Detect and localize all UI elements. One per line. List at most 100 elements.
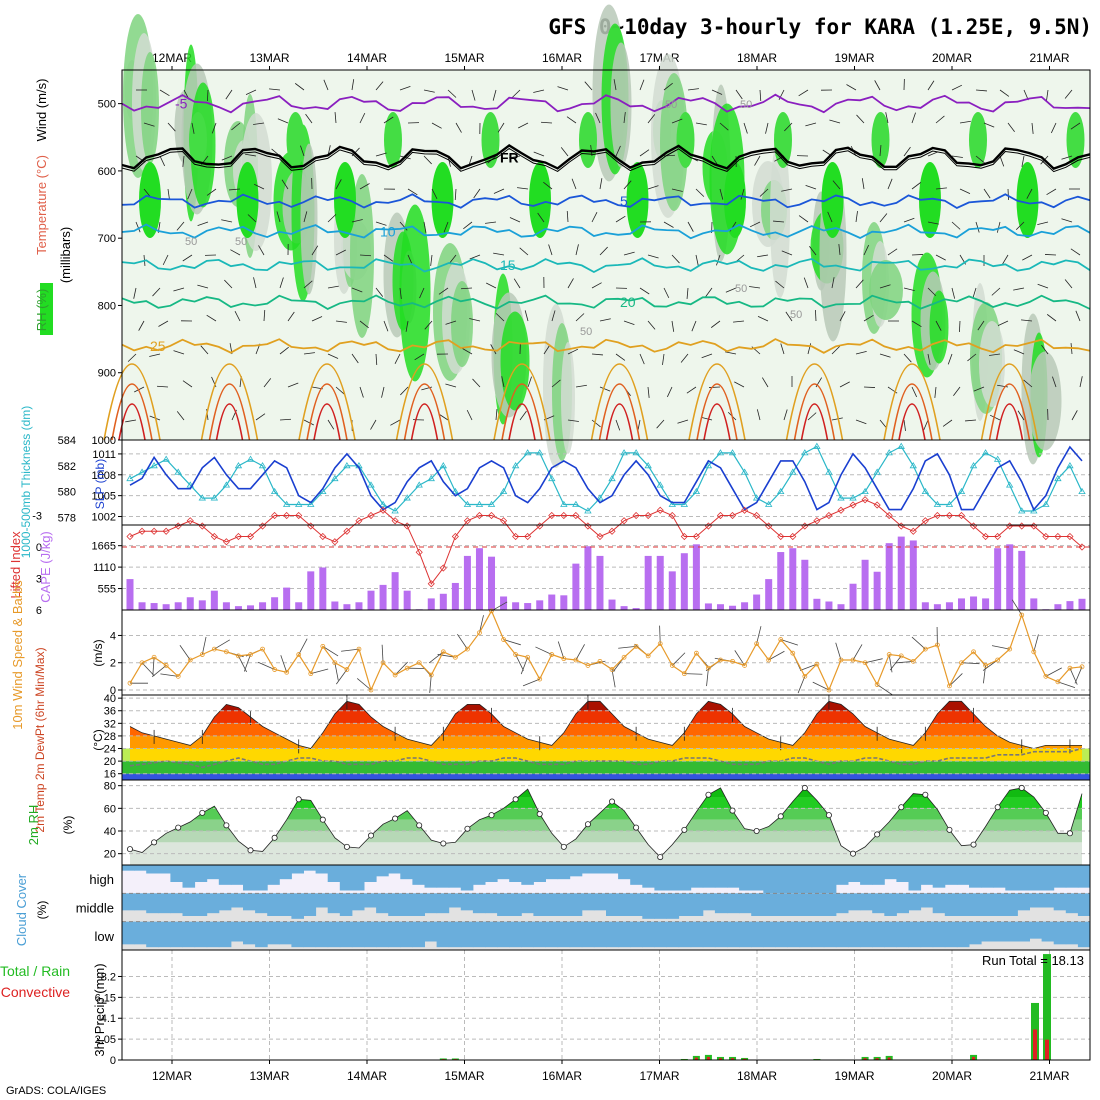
rh-moist-core (384, 112, 402, 168)
cloud-cell (472, 865, 486, 885)
wind-barb (733, 320, 745, 323)
date-label-bottom: 15MAR (444, 1069, 484, 1083)
wind-barb (1074, 666, 1083, 684)
wind-barb (359, 254, 372, 257)
wind-barb (861, 178, 865, 190)
li-point (126, 532, 134, 541)
slp-axis-label: SLP (mb) (93, 459, 107, 509)
cloud-cell (472, 921, 486, 948)
rh-moist-core (579, 112, 597, 168)
rh-point (729, 807, 736, 814)
temperature-contour-label: FR (500, 149, 519, 165)
wind-barb (167, 122, 176, 132)
wind-barb (953, 386, 961, 397)
thickness-point (307, 500, 315, 507)
wind-barb (911, 320, 922, 328)
cloud-cell (158, 893, 171, 914)
wind-barb (543, 344, 551, 355)
cloud-cell (932, 865, 946, 888)
temperature-contour (493, 363, 551, 441)
cape-bar (849, 583, 857, 610)
cape-bar (1066, 601, 1074, 610)
wind-barb (428, 651, 444, 664)
wind-speed-point (513, 652, 519, 657)
temperature-contour (121, 294, 1091, 311)
cloud-cell (134, 921, 147, 945)
cape-bar (475, 548, 483, 610)
wind-speed-point (826, 687, 832, 693)
rh-tick-label: 60 (104, 803, 116, 815)
cloud-cell (291, 865, 304, 874)
wind-barb (749, 221, 761, 228)
cloud-cell (593, 893, 607, 911)
wind-barb (438, 287, 449, 295)
wind-barb (351, 287, 363, 293)
wind-barb (234, 311, 241, 322)
cloud-cell (267, 893, 280, 916)
li-point (753, 511, 761, 520)
cloud-cell (267, 865, 280, 885)
precip-panel-frame (121, 949, 1091, 1061)
cloud-cell (243, 921, 256, 945)
wind-speed-point (489, 608, 494, 614)
wind-barb (684, 673, 703, 675)
wind-barb (839, 381, 850, 388)
wind-barb (1070, 248, 1081, 256)
rh-moist-core (871, 112, 890, 168)
date-label-top: 14MAR (347, 51, 387, 65)
cape-bar (837, 604, 845, 610)
wind-barb (903, 287, 915, 292)
wind-barb (375, 152, 387, 157)
cloud-layer-label: low (94, 929, 114, 944)
wind-barb (159, 155, 166, 167)
li-tick-label: 3 (36, 574, 42, 586)
wind-barb (540, 121, 553, 124)
wind-barb (949, 673, 963, 687)
wind-barb (207, 89, 209, 102)
cloud-cell (315, 921, 329, 948)
temperature-contour (121, 257, 1091, 274)
wind-barb (710, 320, 721, 328)
cloud-cell (920, 865, 934, 885)
cape-bar (186, 597, 194, 610)
wind-barb (575, 644, 585, 661)
wind-speed-point (211, 646, 217, 652)
wind-barb (303, 352, 315, 355)
cloud-cell (497, 865, 510, 880)
li-point (415, 548, 423, 556)
wind-barb (615, 353, 626, 361)
wind-barb (383, 320, 389, 332)
cape-bar (138, 602, 146, 610)
wind-barb (503, 639, 521, 646)
cloud-cell (775, 921, 788, 948)
cloud-cell (872, 893, 885, 914)
precip-convective-bar (887, 1057, 891, 1060)
wind-barb (375, 287, 384, 297)
wind-barb (375, 353, 378, 366)
wind-speed-point (308, 671, 314, 677)
wind-barb (829, 119, 841, 124)
thickness-point (801, 449, 809, 456)
thickness-point (499, 487, 508, 495)
wind-barb (975, 155, 985, 164)
wind-speed-point (139, 660, 145, 666)
cloud-cell (678, 893, 692, 916)
wind-barb (159, 89, 170, 97)
wind-barb (490, 344, 497, 355)
wind-barb (519, 247, 529, 256)
thickness-point (403, 494, 411, 501)
date-label-bottom: 12MAR (152, 1069, 192, 1083)
wind-barb (466, 409, 473, 421)
cloud-cell (267, 921, 280, 945)
cloud-cell (799, 865, 813, 894)
wind-barb (1011, 599, 1023, 616)
cloud-cell (182, 893, 196, 916)
cloud-cell (751, 921, 764, 948)
date-label-top: 16MAR (542, 51, 582, 65)
wind-speed-point (754, 641, 760, 647)
temp-unit-label: (°C) (91, 729, 105, 750)
cloud-cell (424, 893, 438, 914)
thickness-point (126, 474, 134, 482)
wind-barb (460, 287, 473, 290)
rh-shading (561, 342, 575, 454)
